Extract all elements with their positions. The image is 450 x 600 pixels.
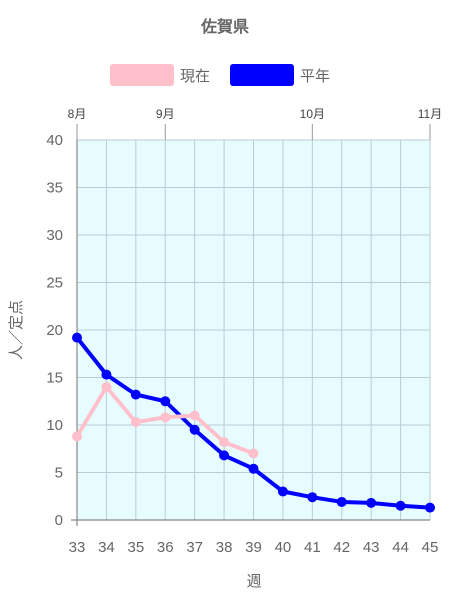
y-tick-label-4: 20 — [46, 322, 63, 339]
x-axis: 33 34 35 36 37 38 39 40 41 42 43 44 45 — [69, 539, 439, 556]
legend-label-current: 現在 — [180, 68, 210, 85]
month-label-3: 11月 — [418, 107, 442, 121]
data-point-normal-35[interactable] — [130, 389, 141, 400]
y-tick-label-3: 15 — [46, 370, 63, 387]
data-point-normal-33[interactable] — [72, 332, 82, 343]
data-point-normal-41[interactable] — [307, 492, 318, 503]
data-point-current-35[interactable] — [130, 417, 141, 428]
data-point-normal-45[interactable] — [425, 502, 435, 513]
data-point-current-39[interactable] — [248, 448, 259, 459]
data-point-normal-42[interactable] — [336, 496, 347, 507]
legend-label-normal: 平年 — [300, 68, 330, 85]
data-point-normal-37[interactable] — [189, 424, 200, 435]
y-tick-label-0: 0 — [55, 512, 63, 529]
y-axis-label: 人／定点 — [8, 300, 25, 360]
data-point-normal-40[interactable] — [277, 486, 288, 497]
series-lines — [72, 332, 435, 513]
x-tick-label-12: 45 — [422, 539, 439, 556]
legend-swatch-current — [110, 64, 174, 86]
month-label-0: 8月 — [68, 107, 87, 121]
y-tick-label-2: 10 — [46, 417, 63, 434]
x-tick-label-3: 36 — [157, 539, 174, 556]
data-point-normal-39[interactable] — [248, 463, 259, 474]
data-point-normal-34[interactable] — [101, 369, 112, 380]
data-point-current-36[interactable] — [160, 412, 171, 423]
month-labels: 8月 9月 10月 11月 — [68, 107, 442, 140]
y-tick-label-1: 5 — [55, 465, 63, 482]
x-tick-label-1: 34 — [98, 539, 115, 556]
x-tick-label-10: 43 — [363, 539, 380, 556]
x-tick-label-5: 38 — [216, 539, 233, 556]
x-tick-label-2: 35 — [127, 539, 144, 556]
y-tick-label-5: 25 — [46, 275, 63, 292]
data-point-current-34[interactable] — [101, 382, 112, 392]
x-tick-label-4: 37 — [186, 539, 203, 556]
x-tick-label-0: 33 — [69, 539, 86, 556]
data-point-current-37[interactable] — [189, 410, 200, 421]
data-point-normal-44[interactable] — [395, 500, 406, 511]
x-axis-label: 週 — [246, 573, 261, 590]
legend-swatch-normal — [230, 64, 294, 86]
y-tick-label-7: 35 — [46, 180, 63, 197]
x-tick-label-6: 39 — [245, 539, 262, 556]
y-axis: 0 5 10 15 20 25 30 35 40 — [46, 132, 63, 529]
legend[interactable]: 現在 平年 — [110, 64, 330, 86]
x-tick-label-9: 42 — [333, 539, 350, 556]
data-point-normal-38[interactable] — [219, 450, 230, 461]
month-label-2: 10月 — [300, 107, 325, 121]
data-point-current-38[interactable] — [219, 437, 230, 448]
chart-title: 佐賀県 — [200, 17, 249, 36]
x-tick-label-7: 40 — [275, 539, 292, 556]
x-tick-label-8: 41 — [304, 539, 321, 556]
y-tick-label-6: 30 — [46, 227, 63, 244]
x-tick-label-11: 44 — [392, 539, 409, 556]
data-point-current-33[interactable] — [72, 431, 82, 442]
data-point-normal-43[interactable] — [366, 497, 377, 508]
data-point-normal-36[interactable] — [160, 396, 171, 407]
month-label-1: 9月 — [156, 107, 175, 121]
y-tick-label-8: 40 — [46, 132, 63, 149]
